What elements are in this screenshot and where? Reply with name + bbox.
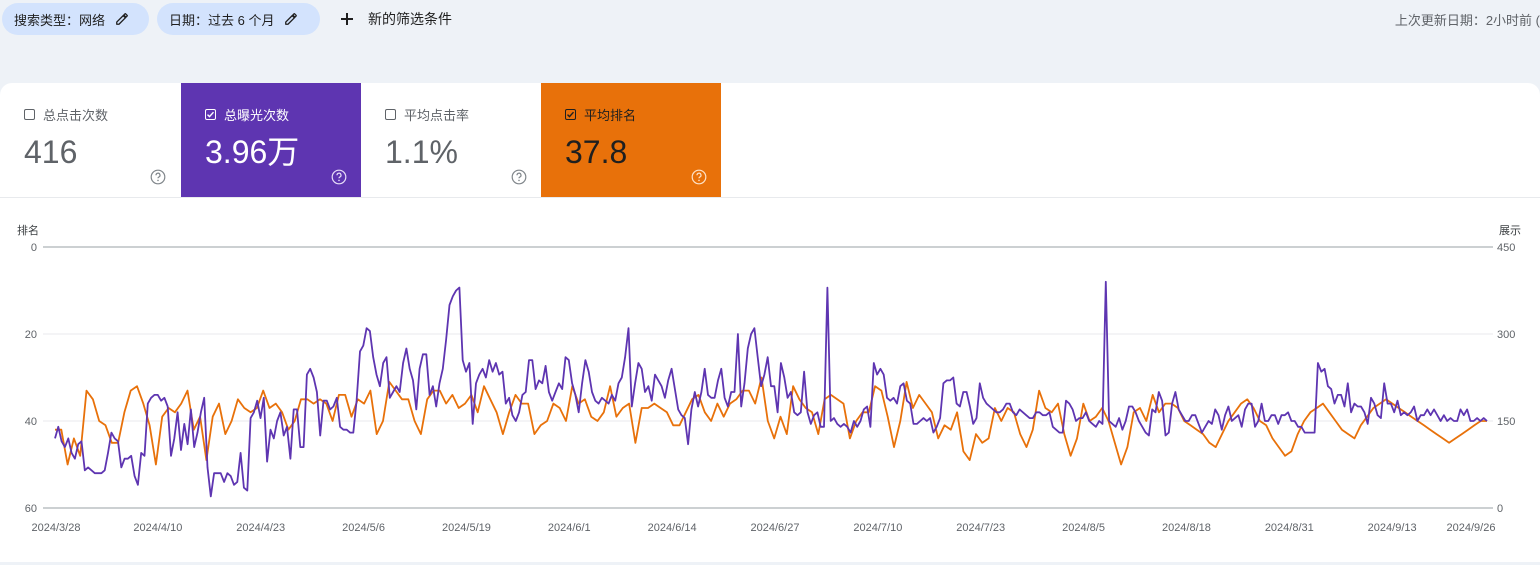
filter-bar: 搜索类型：网络 日期：过去 6 个月 新的筛选条件 上次更新日期：2小时前 ( <box>0 0 1540 38</box>
help-icon[interactable] <box>331 169 347 185</box>
plus-icon <box>338 10 356 28</box>
x-axis-tick-label: 2024/5/6 <box>342 522 385 534</box>
right-axis-tick-label: 150 <box>1497 416 1515 428</box>
pencil-icon[interactable] <box>284 12 298 26</box>
x-axis-tick-label: 2024/4/10 <box>133 522 182 534</box>
x-axis-tick-label: 2024/8/18 <box>1162 522 1211 534</box>
left-axis-tick-label: 60 <box>25 503 37 515</box>
left-axis-tick-label: 40 <box>25 416 37 428</box>
left-axis-tick-label: 20 <box>25 329 37 341</box>
search-type-filter-label: 搜索类型：网络 <box>14 12 106 28</box>
right-axis-tick-label: 0 <box>1497 503 1503 515</box>
add-filter-label: 新的筛选条件 <box>368 11 452 27</box>
metric-value: 3.96万 <box>205 134 300 170</box>
total-impressions-metric[interactable]: 总曝光次数 3.96万 <box>181 83 361 197</box>
checkbox-checked-icon[interactable] <box>205 108 216 120</box>
help-icon[interactable] <box>691 169 707 185</box>
x-axis-tick-label: 2024/7/23 <box>956 522 1005 534</box>
x-axis-tick-label: 2024/9/13 <box>1368 522 1417 534</box>
x-axis-tick-label: 2024/5/19 <box>442 522 491 534</box>
pencil-icon[interactable] <box>115 12 129 26</box>
performance-card: 总点击次数 416 总曝光次数 3.96万 平均点击率 <box>0 83 1540 562</box>
right-axis-tick-label: 450 <box>1497 242 1515 254</box>
x-axis-tick-label: 2024/3/28 <box>32 522 81 534</box>
checkbox-icon[interactable] <box>24 108 35 120</box>
add-filter-button[interactable]: 新的筛选条件 <box>338 3 452 35</box>
x-axis-tick-label: 2024/6/14 <box>648 522 697 534</box>
performance-chart: 排名 展示 0 20 40 60 450 300 150 0 2024/3/28 2024/4/10 2… <box>0 197 1540 562</box>
line-chart: 排名 展示 0 20 40 60 450 300 150 0 2024/3/28 2024/4/10 2… <box>17 223 1521 534</box>
impressions-series-line <box>54 280 1488 498</box>
right-axis-title: 展示 <box>1499 224 1521 237</box>
metric-label: 总曝光次数 <box>224 107 290 123</box>
left-axis-tick-label: 0 <box>31 242 37 254</box>
metric-label: 总点击次数 <box>43 107 109 123</box>
right-axis-tick-label: 300 <box>1497 329 1515 341</box>
metric-value: 416 <box>24 134 78 170</box>
metric-value: 1.1% <box>385 134 458 170</box>
x-axis-tick-label: 2024/4/23 <box>236 522 285 534</box>
checkbox-checked-icon[interactable] <box>565 108 576 120</box>
search-type-filter-chip[interactable]: 搜索类型：网络 <box>2 3 149 35</box>
total-clicks-metric[interactable]: 总点击次数 416 <box>0 83 180 197</box>
x-axis-tick-label: 2024/7/10 <box>853 522 902 534</box>
help-icon[interactable] <box>511 169 527 185</box>
x-axis-tick-label: 2024/6/27 <box>751 522 800 534</box>
metric-value: 37.8 <box>565 134 628 170</box>
metric-tabs: 总点击次数 416 总曝光次数 3.96万 平均点击率 <box>0 83 1540 198</box>
checkbox-icon[interactable] <box>385 108 396 120</box>
x-axis-tick-label: 2024/8/5 <box>1062 522 1105 534</box>
help-icon[interactable] <box>150 169 166 185</box>
last-updated-text: 上次更新日期：2小时前 ( <box>1394 13 1540 28</box>
x-axis-tick-label: 2024/9/26 <box>1447 522 1496 534</box>
x-axis-tick-label: 2024/6/1 <box>548 522 591 534</box>
average-ctr-metric[interactable]: 平均点击率 1.1% <box>361 83 541 197</box>
average-position-metric[interactable]: 平均排名 37.8 <box>541 83 721 197</box>
metric-label: 平均排名 <box>584 107 637 123</box>
left-axis-title: 排名 <box>17 223 39 237</box>
date-filter-label: 日期：过去 6 个月 <box>169 12 275 28</box>
x-axis-tick-label: 2024/8/31 <box>1265 522 1314 534</box>
date-filter-chip[interactable]: 日期：过去 6 个月 <box>157 3 320 35</box>
metric-label: 平均点击率 <box>404 107 470 123</box>
